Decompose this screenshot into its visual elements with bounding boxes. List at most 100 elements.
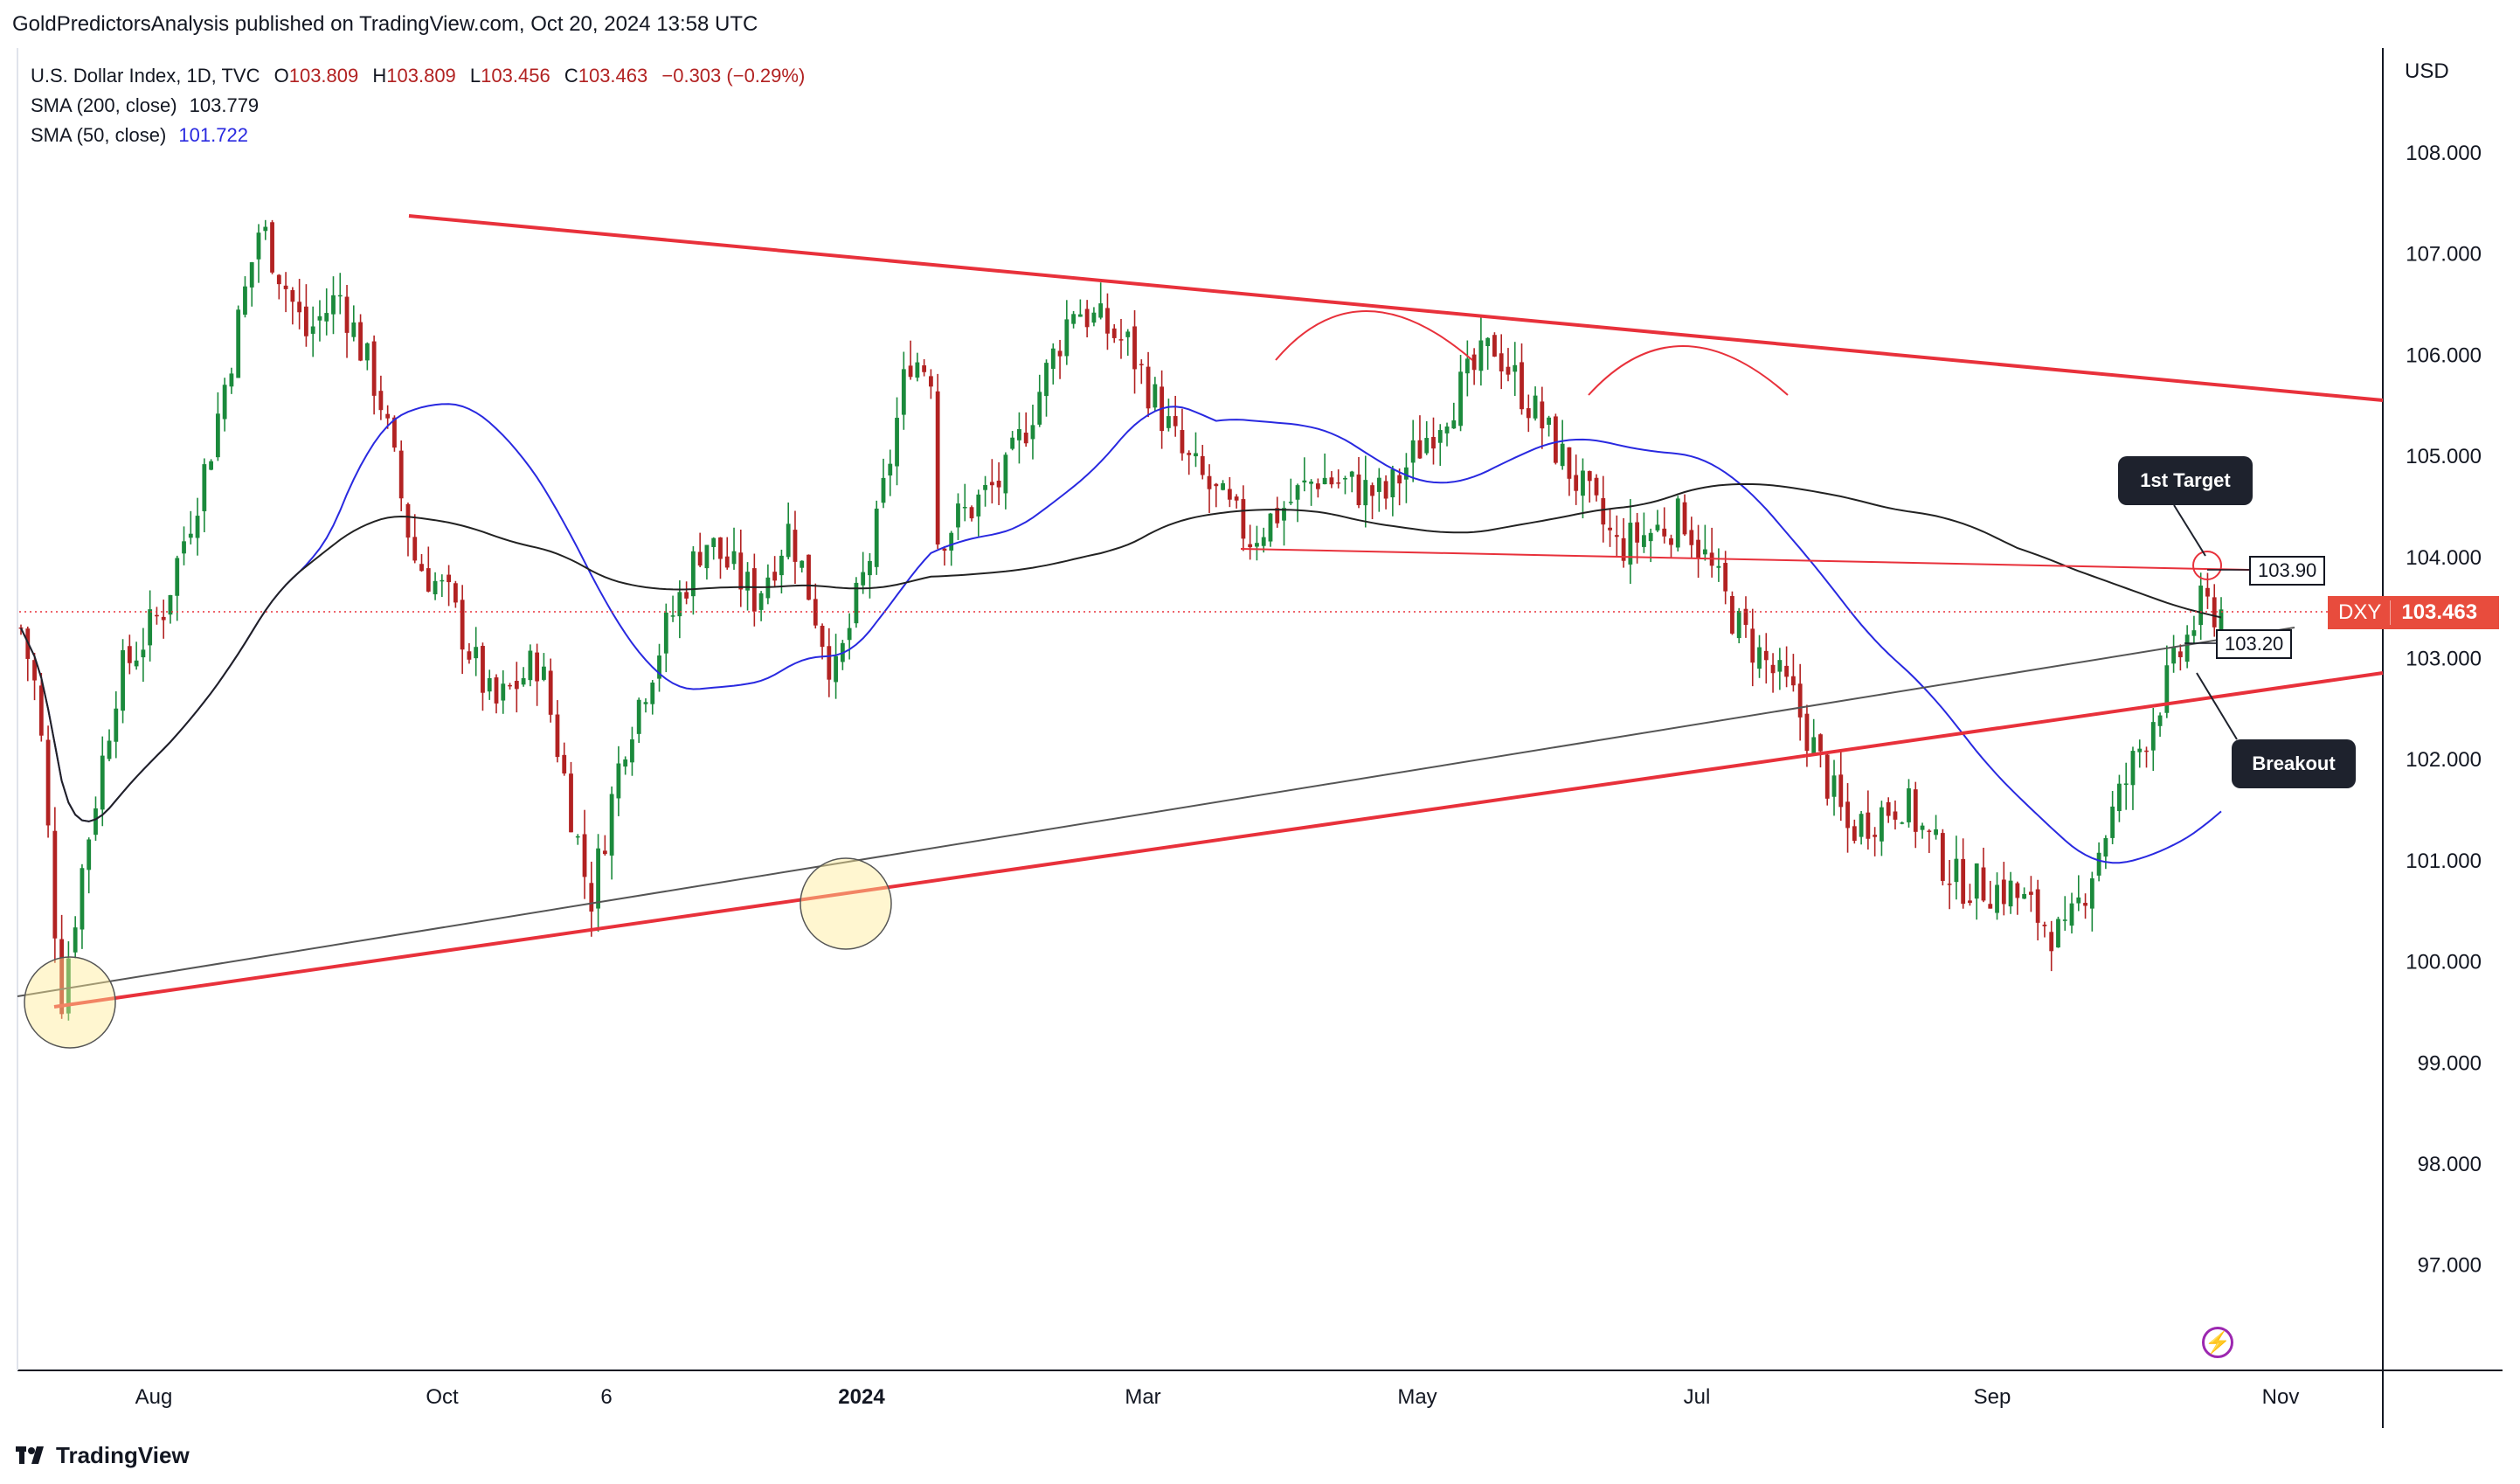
candle bbox=[1017, 412, 1021, 464]
candle bbox=[460, 585, 465, 675]
sma200-line bbox=[20, 482, 2222, 822]
candle bbox=[670, 595, 675, 622]
candle-body bbox=[643, 702, 648, 704]
candle-body bbox=[895, 418, 899, 467]
candle bbox=[1370, 482, 1374, 520]
price-tick-label: 101.000 bbox=[2406, 849, 2482, 873]
candle bbox=[895, 397, 899, 486]
candle-body bbox=[426, 568, 431, 592]
lightning-icon[interactable]: ⚡ bbox=[2202, 1327, 2233, 1358]
candle bbox=[800, 560, 805, 573]
candle bbox=[331, 276, 336, 335]
candle-body bbox=[209, 461, 214, 470]
candle-body bbox=[555, 714, 560, 758]
candle bbox=[229, 367, 234, 394]
legend-sma50-row: SMA (50, close) 101.722 bbox=[31, 121, 805, 150]
candle-body bbox=[155, 614, 159, 617]
candle-body bbox=[535, 652, 540, 682]
candle bbox=[1702, 524, 1707, 561]
candle-body bbox=[1207, 475, 1212, 489]
candle bbox=[663, 603, 668, 673]
candle bbox=[643, 698, 648, 713]
candle bbox=[623, 756, 628, 775]
candle bbox=[1431, 417, 1436, 465]
candle bbox=[1818, 733, 1823, 768]
candle-body bbox=[758, 593, 764, 610]
candle bbox=[1560, 420, 1565, 470]
candle bbox=[1655, 510, 1660, 532]
candle-body bbox=[1662, 528, 1667, 537]
candle bbox=[1669, 534, 1673, 558]
candle bbox=[548, 658, 553, 723]
candle-body bbox=[405, 503, 411, 538]
candle bbox=[1329, 471, 1334, 489]
sma50-line bbox=[20, 403, 2222, 864]
candle-body bbox=[1526, 408, 1531, 419]
candle bbox=[1866, 790, 1871, 850]
candle bbox=[834, 634, 838, 699]
time-tick-label: May bbox=[1397, 1385, 1437, 1409]
candle bbox=[202, 458, 207, 532]
candle-body bbox=[1642, 535, 1646, 547]
candle bbox=[2130, 746, 2136, 810]
candle-body bbox=[474, 647, 479, 659]
candle-body bbox=[2089, 878, 2094, 909]
candle-body bbox=[1390, 468, 1395, 498]
candle-body bbox=[670, 615, 675, 617]
price-tick-label: 107.000 bbox=[2406, 243, 2482, 267]
candle bbox=[1390, 465, 1395, 517]
last-price-tag: DXY 103.463 bbox=[2328, 596, 2499, 629]
candle bbox=[1485, 336, 1491, 371]
candle bbox=[1037, 374, 1042, 427]
candle bbox=[1057, 339, 1063, 379]
candle-body bbox=[2157, 715, 2163, 726]
candle bbox=[813, 583, 818, 629]
candle bbox=[1315, 478, 1320, 498]
candle bbox=[195, 497, 200, 556]
candle bbox=[1696, 524, 1700, 579]
candle bbox=[324, 288, 329, 336]
candle bbox=[738, 530, 744, 607]
candle bbox=[1635, 512, 1640, 564]
candle-body bbox=[745, 572, 750, 591]
candle bbox=[38, 672, 44, 742]
candle-body bbox=[1370, 485, 1374, 496]
candle-body bbox=[2144, 750, 2149, 752]
candle-body bbox=[956, 503, 960, 528]
candle bbox=[1811, 718, 1817, 756]
candle-body bbox=[385, 413, 391, 419]
footer-brand[interactable]: TradingView bbox=[16, 1442, 190, 1469]
candle-body bbox=[1988, 904, 1993, 909]
candle bbox=[344, 285, 350, 358]
candle bbox=[1533, 386, 1538, 421]
candle bbox=[2076, 875, 2081, 912]
candle bbox=[1275, 496, 1280, 528]
candle-body bbox=[1431, 436, 1436, 449]
candle-body bbox=[2028, 891, 2033, 895]
candle-body bbox=[243, 286, 247, 316]
candle bbox=[1614, 515, 1619, 557]
candle-body bbox=[1153, 384, 1158, 408]
candle bbox=[1444, 422, 1450, 447]
candle bbox=[1071, 310, 1077, 329]
candle-body bbox=[501, 683, 506, 701]
candle bbox=[1845, 783, 1850, 853]
lower-trendline bbox=[53, 671, 2384, 1009]
candle-body bbox=[2198, 586, 2204, 626]
candle bbox=[861, 551, 866, 594]
candle bbox=[1587, 470, 1592, 503]
breakout-callout-pointer bbox=[2196, 672, 2238, 740]
head-arc-right bbox=[1588, 345, 1789, 396]
candle bbox=[847, 613, 852, 660]
candle-body bbox=[1397, 475, 1402, 484]
candle-body bbox=[1655, 524, 1660, 530]
currency-label[interactable]: USD bbox=[2405, 59, 2449, 83]
candle-body bbox=[1241, 499, 1246, 539]
candle-body bbox=[2191, 630, 2197, 636]
candle bbox=[351, 305, 357, 342]
candle-body bbox=[45, 739, 51, 826]
candle-body bbox=[976, 494, 981, 517]
candle bbox=[1349, 470, 1354, 493]
